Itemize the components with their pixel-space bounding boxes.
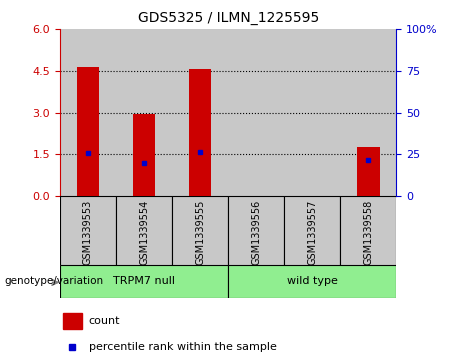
Text: percentile rank within the sample: percentile rank within the sample xyxy=(89,342,277,352)
Title: GDS5325 / ILMN_1225595: GDS5325 / ILMN_1225595 xyxy=(137,11,319,25)
Text: GSM1339553: GSM1339553 xyxy=(83,200,93,265)
Bar xyxy=(284,196,340,265)
Text: GSM1339554: GSM1339554 xyxy=(139,200,149,265)
Bar xyxy=(77,67,99,196)
Bar xyxy=(172,29,228,196)
Bar xyxy=(116,29,172,196)
Bar xyxy=(228,265,396,298)
Bar xyxy=(189,69,211,196)
Text: wild type: wild type xyxy=(287,276,338,286)
Bar xyxy=(63,313,82,329)
Bar xyxy=(357,147,379,196)
Text: GSM1339558: GSM1339558 xyxy=(363,200,373,265)
Bar xyxy=(133,114,155,196)
Text: genotype/variation: genotype/variation xyxy=(5,276,104,286)
Bar xyxy=(228,196,284,265)
Text: count: count xyxy=(89,316,120,326)
Text: GSM1339556: GSM1339556 xyxy=(251,200,261,265)
Bar xyxy=(284,29,340,196)
Text: TRPM7 null: TRPM7 null xyxy=(113,276,175,286)
Bar xyxy=(60,196,116,265)
Bar xyxy=(228,29,284,196)
Bar xyxy=(340,29,396,196)
Text: GSM1339555: GSM1339555 xyxy=(195,200,205,265)
Bar xyxy=(172,196,228,265)
Text: GSM1339557: GSM1339557 xyxy=(307,200,317,265)
Bar xyxy=(340,196,396,265)
Bar xyxy=(116,196,172,265)
Bar xyxy=(60,265,228,298)
Bar xyxy=(60,29,116,196)
